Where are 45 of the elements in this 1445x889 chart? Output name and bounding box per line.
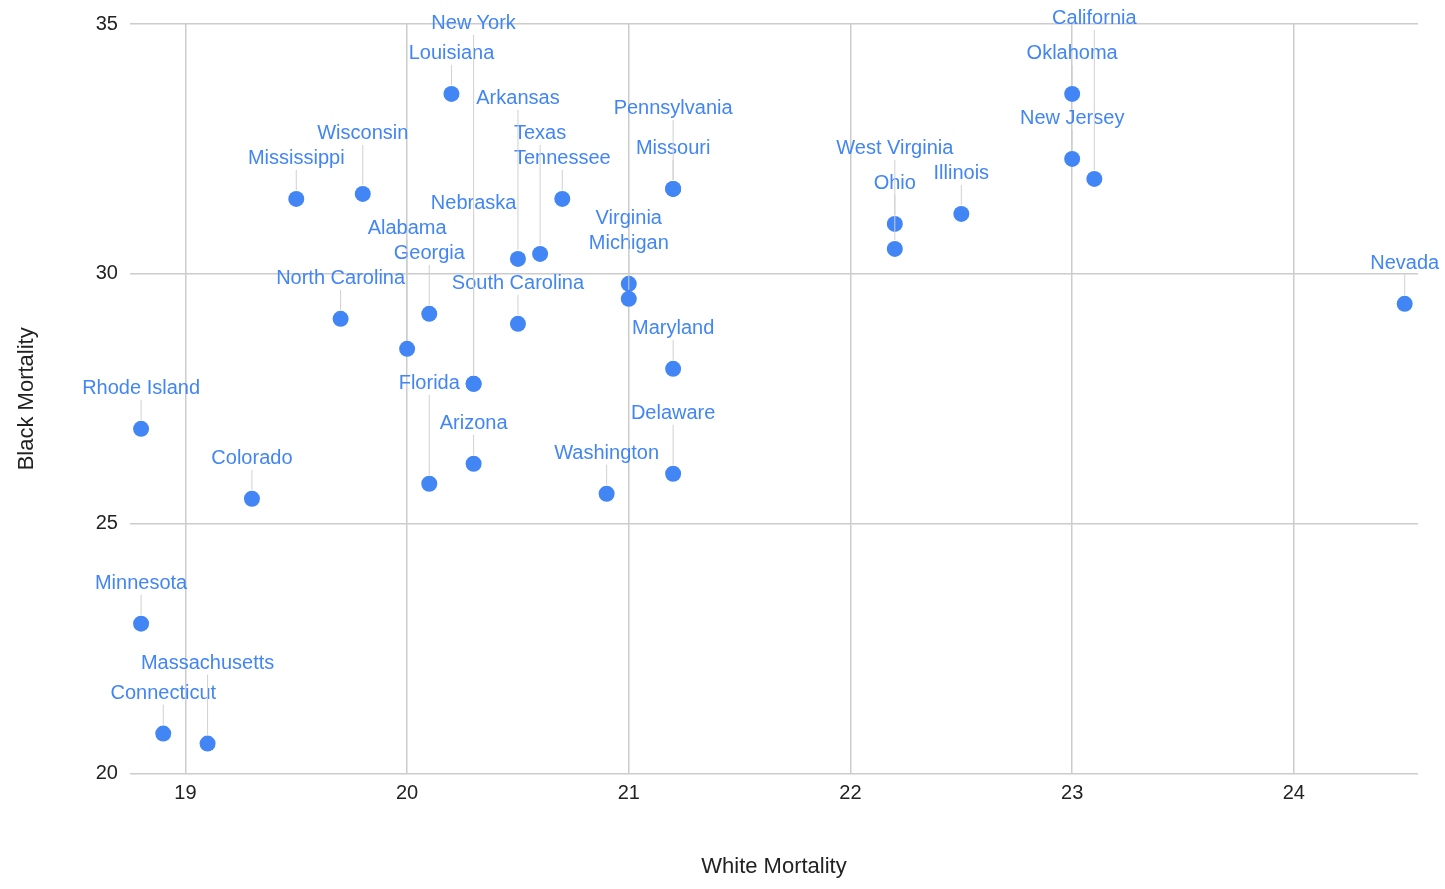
data-label: Maryland [632, 316, 715, 339]
data-label: Georgia [393, 241, 466, 264]
data-label: Alabama [367, 216, 448, 239]
x-tick-label: 24 [1282, 781, 1305, 804]
x-axis-title: White Mortality [701, 852, 847, 878]
data-label: Nebraska [430, 191, 518, 214]
data-label: New York [431, 11, 517, 34]
y-axis-title: Black Mortality [13, 327, 39, 471]
y-tick-label: 35 [95, 11, 118, 34]
data-label: Illinois [933, 161, 990, 184]
data-label: Arkansas [476, 86, 560, 109]
data-label: Oklahoma [1026, 41, 1119, 64]
data-label: Rhode Island [82, 376, 201, 399]
data-label: New Jersey [1019, 106, 1125, 129]
data-label: Massachusetts [140, 651, 275, 674]
data-label: Wisconsin [317, 121, 409, 144]
data-label: Mississippi [247, 146, 345, 169]
y-tick-label: 25 [95, 511, 118, 534]
data-label: Pennsylvania [613, 96, 734, 119]
data-label: California [1052, 6, 1138, 29]
data-label: Nevada [1370, 251, 1441, 274]
data-label: Delaware [630, 401, 716, 424]
data-label: South Carolina [451, 271, 585, 294]
data-label: West Virginia [836, 136, 955, 159]
data-label: Florida [398, 371, 461, 394]
data-label: Virginia [595, 206, 663, 229]
data-label: Arizona [439, 411, 509, 434]
data-label: North Carolina [276, 266, 406, 289]
x-tick-label: 21 [617, 781, 640, 804]
y-tick-label: 20 [95, 761, 118, 784]
data-label: Texas [514, 121, 567, 144]
data-label: Michigan [588, 231, 669, 254]
y-tick-label: 30 [95, 261, 118, 284]
data-label: Missouri [635, 136, 711, 159]
data-label: Connecticut [110, 681, 217, 704]
data-label: Ohio [873, 171, 916, 194]
data-label: Colorado [211, 446, 293, 469]
data-label: Washington [554, 441, 660, 464]
data-label: Louisiana [408, 41, 496, 64]
data-label: Tennessee [513, 146, 611, 169]
x-tick-label: 22 [839, 781, 862, 804]
x-tick-label: 19 [174, 781, 197, 804]
x-tick-label: 20 [395, 781, 419, 804]
data-label: Minnesota [94, 571, 189, 594]
x-tick-label: 23 [1061, 781, 1084, 804]
